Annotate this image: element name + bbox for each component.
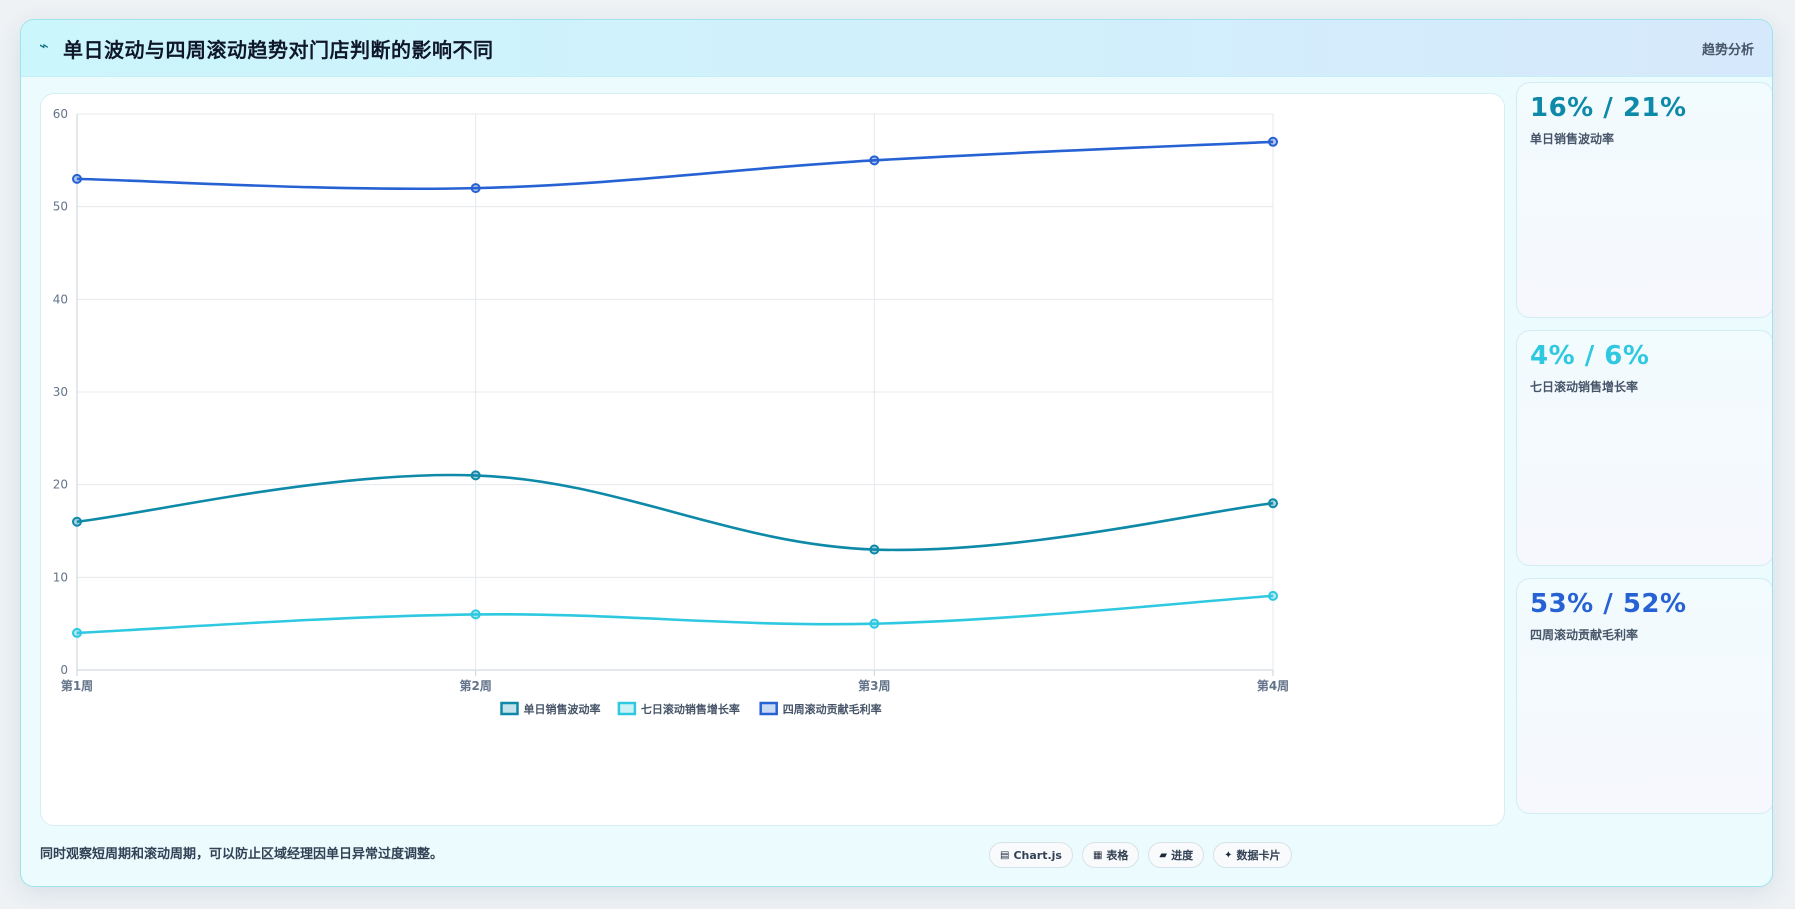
data-point	[1268, 498, 1278, 509]
data-point	[1268, 590, 1278, 601]
chip-label: Chart.js	[1013, 848, 1062, 862]
data-point	[72, 516, 82, 527]
chart-title: 单日波动与四周滚动趋势对门店判断的影响不同	[63, 38, 494, 62]
chip-label: 表格	[1106, 849, 1129, 862]
legend-swatch	[617, 701, 637, 716]
kpi-card-seven-day-growth: 4% / 6% 七日滚动销售增长率	[1516, 330, 1772, 566]
legend-swatch	[759, 701, 778, 716]
y-tick-label: 50	[53, 200, 68, 214]
data-point	[72, 627, 82, 638]
chip-chartjs[interactable]: ▤ Chart.js	[989, 842, 1073, 868]
y-tick-label: 20	[53, 478, 68, 492]
table-icon: ▦	[1092, 849, 1103, 861]
data-point	[470, 183, 481, 194]
data-point	[1268, 136, 1278, 147]
x-tick-label: 第1周	[61, 678, 93, 693]
kpi-value: 16% / 21%	[1530, 93, 1687, 123]
legend-label: 四周滚动贡献毛利率	[783, 702, 882, 716]
y-tick-label: 0	[60, 663, 68, 677]
kpi-card-daily-volatility: 16% / 21% 单日销售波动率	[1516, 82, 1772, 318]
chip-data-card[interactable]: ✦ 数据卡片	[1213, 842, 1292, 868]
chip-table[interactable]: ▦ 表格	[1081, 842, 1140, 868]
series-line-0	[76, 473, 1274, 552]
footer-note: 同时观察短周期和滚动周期，可以防止区域经理因单日异常过度调整。	[40, 847, 444, 862]
analysis-tag: 趋势分析	[1701, 43, 1754, 58]
data-point	[470, 609, 481, 620]
kpi-label: 四周滚动贡献毛利率	[1530, 628, 1639, 642]
chip-progress[interactable]: ▰ 进度	[1148, 842, 1205, 868]
y-tick-label: 10	[53, 570, 68, 584]
chip-group: ▤ Chart.js ▦ 表格 ▰ 进度 ✦ 数据卡片	[989, 842, 1292, 868]
y-tick-label: 30	[53, 385, 68, 399]
x-tick-label: 第4周	[1257, 678, 1289, 693]
legend-label: 单日销售波动率	[524, 702, 601, 716]
data-point	[869, 544, 880, 555]
series-line-1	[76, 594, 1274, 635]
trend-wave-icon: ⌁	[39, 36, 49, 55]
card-header: ⌁ 单日波动与四周滚动趋势对门店判断的影响不同 趋势分析	[21, 20, 1772, 77]
data-point	[869, 155, 880, 166]
sparkle-icon: ✦	[1224, 849, 1233, 861]
chip-label: 进度	[1171, 849, 1194, 862]
dashboard-card: ⌁ 单日波动与四周滚动趋势对门店判断的影响不同 趋势分析 0 10 20 30 40 50…	[20, 19, 1773, 887]
y-tick-label: 60	[53, 107, 68, 121]
data-point	[869, 618, 880, 629]
x-tick-label: 第2周	[459, 678, 491, 693]
line-chart-panel: 0 10 20 30 40 50 60 第1周 第2周 第3周 第4周单日销售波动率 七日滚动销售增长…	[40, 93, 1505, 826]
legend-swatch	[500, 701, 519, 716]
kpi-value: 4% / 6%	[1530, 341, 1650, 371]
chart-icon: ▤	[1000, 849, 1010, 861]
kpi-card-four-week-margin: 53% / 52% 四周滚动贡献毛利率	[1516, 578, 1772, 814]
chip-label: 数据卡片	[1236, 849, 1281, 862]
series-line-2	[76, 140, 1274, 191]
kpi-label: 单日销售波动率	[1530, 132, 1615, 146]
legend-label: 七日滚动销售增长率	[641, 702, 740, 716]
kpi-label: 七日滚动销售增长率	[1530, 380, 1639, 394]
kpi-value: 53% / 52%	[1530, 589, 1687, 619]
x-tick-label: 第3周	[858, 678, 890, 693]
data-point	[72, 173, 82, 184]
data-point	[470, 470, 481, 481]
y-tick-label: 40	[53, 292, 68, 306]
progress-icon: ▰	[1159, 849, 1168, 861]
